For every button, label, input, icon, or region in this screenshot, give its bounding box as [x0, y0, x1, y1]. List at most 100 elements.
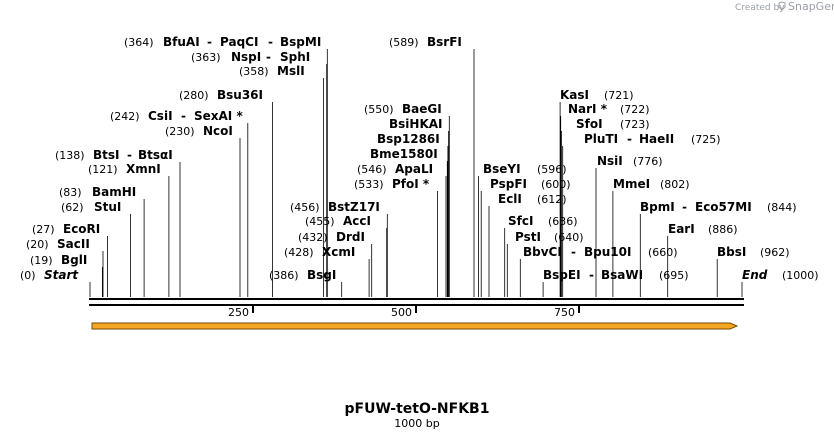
- enzyme-label[interactable]: SfcI: [508, 214, 533, 228]
- enzyme-label[interactable]: XmnI: [126, 162, 161, 176]
- enzyme-separator: -: [589, 268, 594, 282]
- enzyme-label[interactable]: BaeGI: [402, 102, 442, 116]
- site-position: (886): [708, 223, 738, 236]
- ruler-label-750: 750: [554, 306, 575, 319]
- site-position: (230): [165, 125, 195, 138]
- enzyme-label[interactable]: BsiHKAI: [389, 117, 443, 131]
- enzyme-label[interactable]: EcoRI: [63, 222, 100, 236]
- enzyme-label[interactable]: EclI: [498, 192, 522, 206]
- snapgene-brand: SnapGene: [788, 0, 834, 13]
- enzyme-label[interactable]: StuI: [94, 200, 121, 214]
- enzyme-label[interactable]: PaqCI: [220, 35, 258, 49]
- end-label: End: [742, 268, 768, 282]
- snapgene-logo-icon: [778, 1, 786, 11]
- enzyme-label[interactable]: BtsαI: [138, 148, 173, 162]
- feature-arrow[interactable]: [91, 322, 739, 330]
- start-position: (0): [20, 269, 36, 282]
- site-position: (280): [179, 89, 209, 102]
- site-position: (456): [290, 201, 320, 214]
- site-position: (533): [354, 178, 384, 191]
- enzyme-label[interactable]: XcmI: [322, 245, 355, 259]
- enzyme-label[interactable]: PfoI *: [392, 177, 430, 191]
- enzyme-label[interactable]: BfuAI: [163, 35, 200, 49]
- site-position: (721): [604, 89, 634, 102]
- enzyme-label[interactable]: ApaLI: [395, 162, 433, 176]
- enzyme-label[interactable]: NsiI: [597, 154, 623, 168]
- enzyme-label[interactable]: BsaWI: [601, 268, 643, 282]
- enzyme-label[interactable]: MmeI: [613, 177, 650, 191]
- enzyme-label[interactable]: EarI: [668, 222, 695, 236]
- enzyme-label[interactable]: PspFI: [490, 177, 527, 191]
- site-position: (121): [88, 163, 118, 176]
- site-position: (722): [620, 103, 650, 116]
- enzyme-label[interactable]: Bme1580I: [370, 147, 438, 161]
- enzyme-separator: -: [207, 35, 212, 49]
- enzyme-label[interactable]: BbvCI: [523, 245, 562, 259]
- enzyme-label[interactable]: BspMI: [280, 35, 321, 49]
- enzyme-label[interactable]: HaeII: [639, 132, 674, 146]
- ruler: 250 500 750: [228, 305, 580, 319]
- site-position: (62): [61, 201, 84, 214]
- enzyme-label[interactable]: SacII: [57, 237, 90, 251]
- enzyme-label[interactable]: Eco57MI: [695, 200, 752, 214]
- enzyme-separator: -: [268, 35, 273, 49]
- enzyme-label[interactable]: BseYI: [483, 162, 521, 176]
- site-position: (695): [659, 269, 689, 282]
- site-position: (20): [26, 238, 49, 251]
- enzyme-label[interactable]: BbsI: [717, 245, 746, 259]
- enzyme-separator: -: [682, 200, 687, 214]
- sequence-backbone: [89, 298, 744, 306]
- site-position: (596): [537, 163, 567, 176]
- enzyme-label[interactable]: NarI *: [568, 102, 608, 116]
- enzyme-label[interactable]: DrdI: [336, 230, 365, 244]
- site-position: (636): [548, 215, 578, 228]
- site-position: (27): [32, 223, 55, 236]
- plasmid-length: 1000 bp: [394, 417, 439, 430]
- enzyme-label[interactable]: SphI: [280, 50, 310, 64]
- enzyme-label[interactable]: BsgI: [307, 268, 336, 282]
- site-position: (138): [55, 149, 85, 162]
- enzyme-label[interactable]: SexAI *: [194, 109, 243, 123]
- enzyme-label[interactable]: Bsp1286I: [377, 132, 440, 146]
- site-position: (428): [284, 246, 314, 259]
- enzyme-separator: -: [127, 148, 132, 162]
- enzyme-label[interactable]: BspEI: [543, 268, 581, 282]
- enzyme-label[interactable]: BpmI: [640, 200, 675, 214]
- enzyme-label[interactable]: BamHI: [92, 185, 136, 199]
- site-position: (83): [59, 186, 82, 199]
- site-position: (432): [298, 231, 328, 244]
- enzyme-label[interactable]: Bsu36I: [217, 88, 263, 102]
- site-position: (600): [541, 178, 571, 191]
- enzyme-label[interactable]: BsrFI: [427, 35, 462, 49]
- enzyme-label[interactable]: BtsI: [93, 148, 120, 162]
- enzyme-label[interactable]: CsiI: [148, 109, 173, 123]
- site-position: (19): [30, 254, 53, 267]
- site-position: (363): [191, 51, 221, 64]
- enzyme-label[interactable]: PluTI: [584, 132, 618, 146]
- site-position: (640): [554, 231, 584, 244]
- site-labels: (0) Start End (1000) (19) BglI (20) SacI…: [20, 35, 819, 282]
- site-position: (725): [691, 133, 721, 146]
- site-position: (546): [357, 163, 387, 176]
- enzyme-label[interactable]: Bpu10I: [584, 245, 631, 259]
- enzyme-label[interactable]: AccI: [343, 214, 371, 228]
- end-position: (1000): [782, 269, 819, 282]
- site-position: (242): [110, 110, 140, 123]
- enzyme-label[interactable]: KasI: [560, 88, 589, 102]
- enzyme-label[interactable]: SfoI: [576, 117, 603, 131]
- enzyme-separator: -: [266, 50, 271, 64]
- plasmid-name: pFUW-tetO-NFKB1: [345, 401, 490, 417]
- enzyme-label[interactable]: PstI: [515, 230, 541, 244]
- site-position: (455): [305, 215, 335, 228]
- site-position: (962): [760, 246, 790, 259]
- enzyme-label[interactable]: NspI: [231, 50, 261, 64]
- enzyme-label[interactable]: BglI: [61, 253, 87, 267]
- enzyme-label[interactable]: BstZ17I: [328, 200, 380, 214]
- enzyme-label[interactable]: NcoI: [203, 124, 233, 138]
- site-position: (550): [364, 103, 394, 116]
- enzyme-label[interactable]: MslI: [277, 64, 305, 78]
- ruler-label-250: 250: [228, 306, 249, 319]
- site-position: (723): [620, 118, 650, 131]
- ruler-label-500: 500: [391, 306, 412, 319]
